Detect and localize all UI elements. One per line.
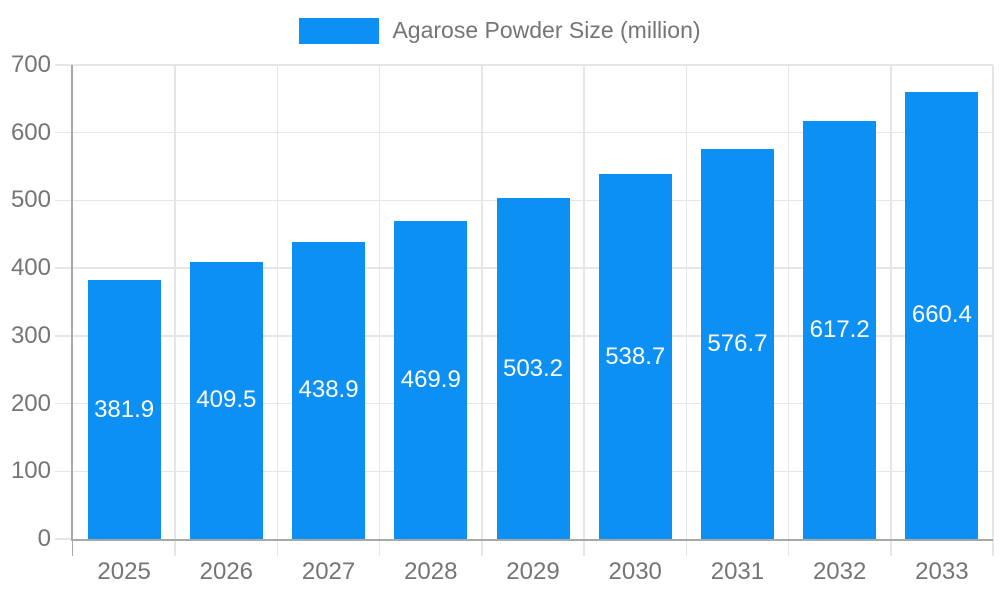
bar[interactable]: 381.9 (87, 280, 161, 539)
x-tick-label: 2030 (608, 558, 662, 585)
bar[interactable]: 660.4 (905, 91, 979, 539)
gridline-vertical (992, 65, 994, 539)
x-axis-tick (992, 539, 994, 556)
bar[interactable]: 469.9 (394, 220, 468, 539)
x-axis-labels: 2025 2026 2027 2028 2029 2030 2031 2032 2033 (73, 558, 993, 588)
x-tick-label: 2026 (199, 558, 254, 585)
y-axis-tick (55, 267, 73, 269)
bar-value-label: 381.9 (94, 395, 155, 423)
x-axis-tick (890, 539, 892, 556)
y-tick-label: 0 (37, 525, 51, 552)
y-axis-tick (55, 470, 73, 473)
x-axis-tick (71, 539, 73, 556)
y-axis-tick (55, 402, 73, 405)
y-tick-label: 600 (10, 118, 51, 146)
x-tick-label: 2025 (97, 558, 151, 585)
y-axis-tick (55, 199, 73, 202)
x-axis-tick (276, 539, 279, 556)
gridline-vertical (174, 65, 176, 539)
y-tick-label: 100 (10, 457, 51, 485)
bar[interactable]: 409.5 (189, 261, 263, 539)
gridline-vertical (685, 65, 688, 539)
x-tick-label: 2027 (301, 558, 356, 585)
x-tick-label: 2029 (506, 558, 560, 585)
gridline-horizontal (73, 64, 993, 66)
bar[interactable]: 576.7 (700, 148, 774, 539)
bar[interactable]: 503.2 (496, 198, 570, 539)
gridline-vertical (481, 65, 483, 539)
x-axis-tick (378, 539, 381, 556)
gridline-vertical (378, 65, 381, 539)
plot-area: 0 100 200 300 400 500 600 700 381.9 409.5 438.9 469… (11, 51, 994, 556)
y-tick-label: 300 (10, 321, 51, 349)
y-tick-label: 200 (10, 389, 51, 417)
bar[interactable]: 617.2 (803, 121, 877, 539)
x-axis-tick (787, 539, 790, 556)
legend-label: Agarose Powder Size (million) (392, 17, 701, 43)
y-tick-label: 700 (10, 51, 51, 78)
gridline-horizontal (73, 131, 993, 134)
bar-value-label: 503.2 (502, 354, 564, 382)
bar[interactable]: 538.7 (598, 174, 672, 539)
gridline-vertical (787, 65, 790, 539)
x-axis-tick (583, 539, 585, 556)
bar-value-label: 617.2 (809, 316, 870, 344)
x-axis-tick (481, 539, 483, 556)
y-axis-line (71, 65, 73, 539)
bar-value-label: 409.5 (196, 386, 257, 414)
bar-value-label: 660.4 (911, 301, 972, 329)
y-tick-label: 500 (10, 186, 51, 214)
bar-value-label: 576.7 (707, 329, 768, 357)
y-axis-tick (55, 538, 73, 540)
x-axis-tick (174, 539, 176, 556)
x-tick-label: 2032 (812, 558, 867, 585)
bar[interactable]: 438.9 (292, 241, 366, 539)
y-axis-tick (55, 64, 73, 66)
y-tick-label: 400 (10, 254, 51, 282)
gridline-vertical (583, 65, 585, 539)
bar-value-label: 438.9 (298, 376, 359, 404)
x-axis-line (71, 539, 993, 541)
x-tick-label: 2031 (710, 558, 765, 585)
y-axis-tick (55, 335, 73, 337)
gridline-vertical (276, 65, 279, 539)
bar-value-label: 469.9 (400, 365, 461, 393)
bar-value-label: 538.7 (605, 342, 666, 370)
x-axis-tick (685, 539, 688, 556)
x-tick-label: 2028 (404, 558, 458, 585)
legend-swatch (299, 17, 380, 44)
x-tick-label: 2033 (915, 558, 969, 585)
y-axis-tick (55, 131, 73, 134)
gridline-vertical (890, 65, 892, 539)
legend[interactable]: Agarose Powder Size (million) (0, 17, 1000, 44)
